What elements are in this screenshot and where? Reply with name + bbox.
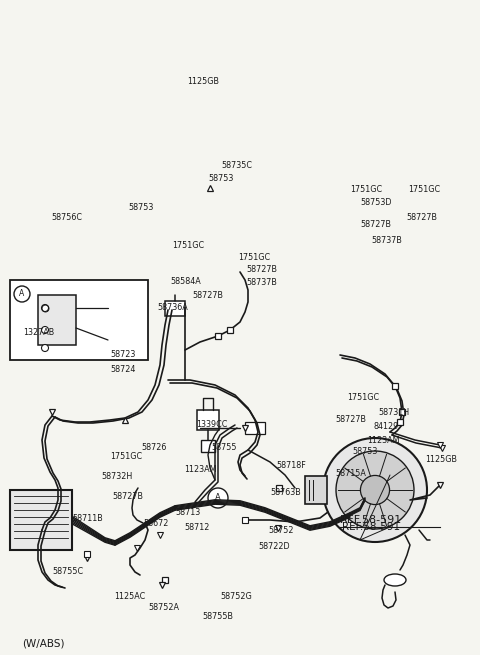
Text: 58735C: 58735C [221, 161, 252, 170]
Text: 58763B: 58763B [270, 488, 301, 497]
Text: 58712: 58712 [184, 523, 209, 532]
Text: 58737B: 58737B [246, 278, 277, 287]
Text: 58727B: 58727B [246, 265, 277, 274]
Circle shape [41, 345, 48, 352]
Text: 58711B: 58711B [72, 514, 103, 523]
Text: 58722D: 58722D [258, 542, 289, 551]
Text: 58752A: 58752A [148, 603, 179, 612]
FancyBboxPatch shape [201, 440, 215, 452]
Text: 58584A: 58584A [170, 277, 201, 286]
Text: 58756C: 58756C [51, 213, 82, 222]
Ellipse shape [384, 574, 406, 586]
Text: 58672: 58672 [143, 519, 168, 528]
FancyBboxPatch shape [197, 410, 219, 430]
FancyBboxPatch shape [165, 301, 185, 316]
Circle shape [41, 305, 48, 312]
Text: 58755B: 58755B [202, 612, 233, 621]
Text: 58715A: 58715A [335, 469, 366, 478]
Text: 58753D: 58753D [360, 198, 392, 207]
Text: 58753: 58753 [128, 203, 154, 212]
Circle shape [14, 286, 30, 302]
Circle shape [208, 488, 228, 508]
Text: 58732H: 58732H [101, 472, 132, 481]
FancyBboxPatch shape [38, 295, 76, 345]
Text: 58727B: 58727B [360, 220, 391, 229]
Text: REF.58-591: REF.58-591 [342, 522, 400, 532]
Text: 1751GC: 1751GC [238, 253, 270, 262]
Text: 1751GC: 1751GC [350, 185, 382, 194]
Text: A: A [215, 493, 221, 502]
Text: 1339CC: 1339CC [196, 420, 228, 429]
Text: 58727B: 58727B [192, 291, 223, 300]
Text: 84129: 84129 [373, 422, 398, 431]
Text: 58724: 58724 [110, 365, 135, 374]
Text: A: A [19, 290, 24, 299]
Text: 58752: 58752 [268, 526, 293, 535]
Text: 58753: 58753 [208, 174, 233, 183]
Text: 58755: 58755 [211, 443, 237, 452]
FancyBboxPatch shape [245, 422, 265, 434]
Text: 58718F: 58718F [276, 461, 306, 470]
Text: REF.58-591: REF.58-591 [340, 515, 402, 525]
Text: 1751GC: 1751GC [172, 241, 204, 250]
Text: 58736A: 58736A [157, 303, 188, 312]
Text: 58727B: 58727B [335, 415, 366, 424]
Text: (W/ABS): (W/ABS) [22, 638, 64, 648]
Text: 58713: 58713 [175, 508, 200, 517]
Circle shape [323, 438, 427, 542]
Text: 58737B: 58737B [371, 236, 402, 245]
Text: 58727B: 58727B [112, 492, 143, 501]
Text: 58726: 58726 [141, 443, 167, 452]
Text: 1125AC: 1125AC [114, 592, 145, 601]
Text: 1123AM: 1123AM [367, 436, 399, 445]
FancyBboxPatch shape [10, 280, 148, 360]
Text: 58727B: 58727B [406, 213, 437, 222]
Text: 58753: 58753 [352, 447, 377, 456]
Text: 58731H: 58731H [378, 408, 409, 417]
Circle shape [41, 326, 48, 333]
Text: 1751GC: 1751GC [408, 185, 440, 194]
Text: 58723: 58723 [110, 350, 135, 359]
Text: 58755C: 58755C [52, 567, 83, 576]
Text: 1125GB: 1125GB [425, 455, 457, 464]
Text: 1327AB: 1327AB [23, 328, 54, 337]
Text: 1123AM: 1123AM [184, 465, 216, 474]
Circle shape [360, 476, 390, 504]
Text: 58752G: 58752G [220, 592, 252, 601]
FancyBboxPatch shape [305, 476, 327, 504]
Text: 1751GC: 1751GC [347, 393, 379, 402]
Text: 1125GB: 1125GB [187, 77, 219, 86]
FancyBboxPatch shape [10, 490, 72, 550]
Circle shape [336, 451, 414, 529]
Text: 1751GC: 1751GC [110, 452, 142, 461]
